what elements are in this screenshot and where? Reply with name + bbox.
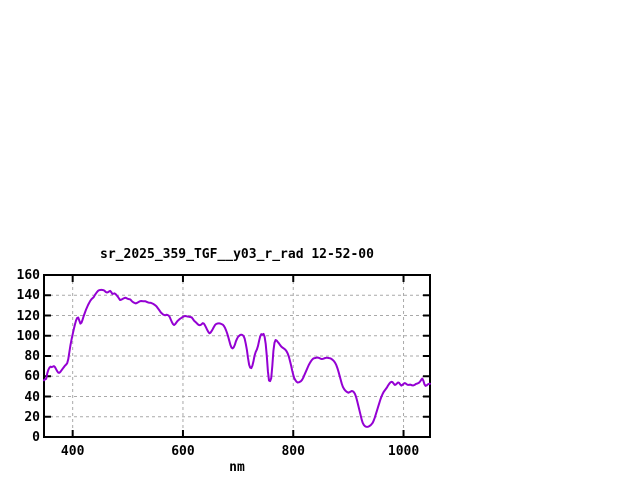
- y-tick-label: 60: [24, 369, 40, 385]
- x-tick-label: 800: [281, 444, 305, 459]
- y-tick-label: 100: [16, 328, 40, 344]
- y-tick-label: 80: [24, 349, 40, 364]
- y-tick-label: 20: [24, 409, 40, 425]
- y-tick-label: 0: [32, 430, 40, 445]
- x-tick-label: 400: [60, 444, 85, 459]
- axis-ticks: [44, 274, 430, 438]
- y-tick-label: 40: [24, 389, 40, 405]
- spectrum-line: [43, 288, 431, 428]
- x-tick-label: 1000: [387, 444, 420, 459]
- y-tick-label: 160: [16, 268, 40, 283]
- y-tick-label: 140: [16, 288, 40, 304]
- x-tick-label: 600: [171, 444, 195, 459]
- chart-title: sr_2025_359_TGF__y03_r_rad 12-52-00: [100, 247, 374, 262]
- y-tick-label: 120: [16, 308, 40, 324]
- grid-lines: [44, 275, 430, 437]
- x-axis-title: nm: [229, 460, 245, 475]
